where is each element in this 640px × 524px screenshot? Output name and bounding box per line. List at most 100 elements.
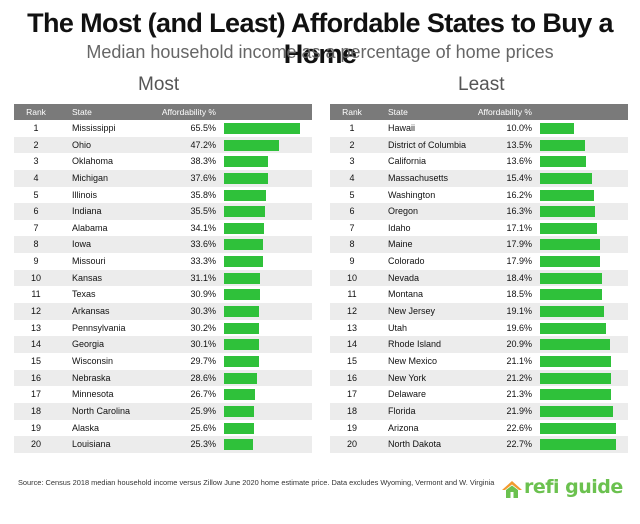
state-cell: District of Columbia [388, 139, 467, 150]
affordability-bar [540, 172, 592, 184]
page-title: The Most (and Least) Affordable States t… [27, 8, 613, 69]
affordability-bar [224, 189, 266, 201]
affordability-bar [224, 156, 269, 168]
rank-cell: 11 [31, 289, 41, 300]
table-row: 7 Idaho 17.1% [330, 220, 628, 237]
affordability-bar [540, 439, 616, 451]
affordability-cell: 16.2% [506, 189, 532, 200]
table-row: 2 District of Columbia 13.5% [330, 136, 628, 154]
state-cell: Nebraska [72, 372, 111, 383]
rank-cell: 11 [347, 289, 357, 300]
state-cell: Alaska [72, 422, 100, 433]
affordability-bar [540, 272, 602, 284]
table-row: 18 North Carolina 25.9% [14, 402, 312, 420]
table-row: 18 Florida 21.9% [330, 402, 628, 420]
affordability-bar [540, 355, 611, 367]
state-cell: Ohio [72, 139, 92, 150]
rank-cell: 6 [33, 206, 39, 217]
affordability-cell: 19.1% [506, 306, 532, 317]
table-row: 13 Utah 19.6% [330, 320, 628, 337]
rank-cell: 1 [349, 123, 355, 133]
most-heading: Most [138, 74, 180, 95]
state-cell: Wisconsin [72, 355, 114, 366]
affordability-bar [224, 372, 258, 384]
state-cell: New York [388, 372, 427, 383]
rank-cell: 4 [349, 172, 355, 183]
affordability-cell: 65.5% [190, 123, 216, 133]
state-cell: Massachusetts [388, 172, 449, 183]
rank-cell: 3 [349, 156, 355, 167]
affordability-cell: 21.2% [506, 372, 532, 383]
affordability-cell: 15.4% [506, 172, 532, 183]
affordability-bar [540, 239, 600, 251]
state-cell: Indiana [72, 206, 102, 217]
rank-cell: 17 [346, 389, 357, 400]
rank-cell: 2 [33, 139, 39, 150]
affordability-cell: 21.3% [506, 389, 532, 400]
affordability-cell: 25.3% [190, 439, 216, 450]
table-row: 1 Mississippi 65.5% [14, 120, 312, 137]
rank-cell: 16 [346, 372, 357, 383]
rank-cell: 12 [346, 306, 357, 317]
affordability-bar [224, 222, 264, 234]
affordability-bar [540, 156, 586, 168]
state-cell: Rhode Island [388, 339, 442, 350]
table-row: 8 Maine 17.9% [330, 236, 628, 254]
column-header-affordability: Affordability % [477, 107, 532, 117]
affordability-cell: 17.1% [506, 222, 532, 233]
rank-cell: 10 [30, 272, 41, 283]
affordability-cell: 47.2% [190, 139, 216, 150]
table-row: 19 Alaska 25.6% [14, 420, 312, 437]
affordability-cell: 26.7% [190, 389, 216, 400]
rank-cell: 4 [33, 172, 39, 183]
affordability-bar [224, 289, 260, 301]
rank-cell: 15 [30, 355, 41, 366]
affordability-bar [224, 272, 261, 284]
state-cell: Arizona [388, 422, 419, 433]
table-row: 17 Delaware 21.3% [330, 386, 628, 403]
affordability-cell: 34.1% [190, 222, 216, 233]
state-cell: Arkansas [72, 306, 110, 317]
state-cell: Michigan [72, 172, 109, 183]
affordability-bar [540, 256, 600, 268]
state-cell: Pennsylvania [72, 322, 126, 333]
rank-cell: 18 [346, 405, 357, 416]
affordability-bar [540, 123, 574, 134]
affordability-bar [224, 139, 279, 151]
rank-cell: 3 [33, 156, 39, 167]
table-row: 11 Montana 18.5% [330, 286, 628, 303]
affordability-bar [224, 405, 255, 417]
affordability-cell: 33.3% [190, 256, 216, 267]
affordability-bar [224, 422, 254, 434]
affordability-cell: 31.1% [190, 272, 216, 283]
affordability-bar [540, 422, 616, 434]
rank-cell: 13 [346, 322, 357, 333]
column-header-rank: Rank [26, 107, 46, 117]
affordability-bar [224, 339, 259, 351]
affordability-cell: 30.1% [190, 339, 216, 350]
table-row: 12 Arkansas 30.3% [14, 303, 312, 320]
affordability-cell: 22.7% [506, 439, 532, 450]
rank-cell: 5 [349, 189, 355, 200]
affordability-bar [224, 389, 255, 401]
most-affordable-table: Rank State Affordability % 1 Mississippi 6… [14, 104, 312, 453]
affordability-bar [540, 139, 586, 151]
state-cell: Colorado [388, 256, 425, 267]
state-cell: Oregon [388, 206, 419, 217]
affordability-bar [224, 439, 254, 451]
table-row: 16 New York 21.2% [330, 369, 628, 387]
affordability-cell: 28.6% [190, 372, 216, 383]
rank-cell: 10 [346, 272, 357, 283]
table-row: 2 Ohio 47.2% [14, 136, 312, 154]
affordability-bar [540, 322, 606, 334]
table-row: 6 Indiana 35.5% [14, 203, 312, 220]
table-row: 8 Iowa 33.6% [14, 236, 312, 254]
rank-cell: 7 [33, 222, 39, 233]
affordability-cell: 38.3% [190, 156, 216, 167]
house-roof-icon [502, 481, 522, 498]
table-row: 5 Illinois 35.8% [14, 187, 312, 204]
table-row: 4 Massachusetts 15.4% [330, 169, 628, 187]
state-cell: Georgia [72, 339, 105, 350]
table-row: 10 Nevada 18.4% [330, 269, 628, 287]
state-cell: Montana [388, 289, 424, 300]
